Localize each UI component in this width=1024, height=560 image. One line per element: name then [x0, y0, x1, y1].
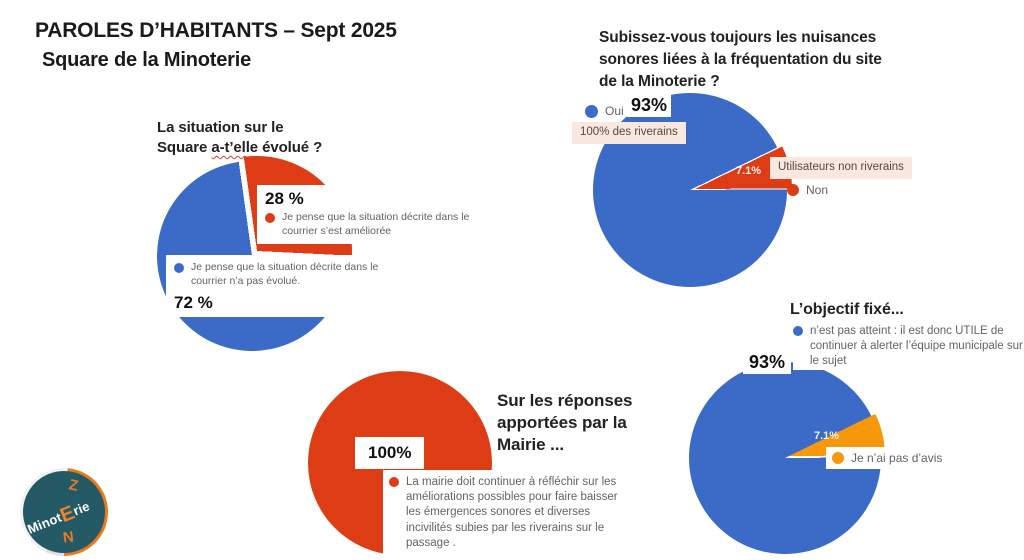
evolution-label-improved: 28 % Je pense que la situation décrite d…	[257, 185, 483, 244]
nuisances-oui-annotation: 100% des riverains	[572, 122, 686, 144]
not-reached-legend-text: n’est pas atteint : il est donc UTILE de…	[810, 325, 1023, 368]
slide-title-line2: Square de la Minoterie	[42, 49, 251, 71]
nuisances-non-annotation: Utilisateurs non riverains	[770, 157, 912, 179]
evolution-title-line1: La situation sur le	[157, 119, 284, 136]
logo-letter-n: N	[61, 528, 75, 547]
slide-title-line1: PAROLES D’HABITANTS – Sept 2025	[35, 19, 397, 42]
logo-letter-z: Z	[67, 476, 80, 495]
non-legend-dot-icon	[787, 184, 799, 196]
no-change-percent: 72 %	[174, 292, 213, 312]
evolution-chart-title: La situation sur le Square a-t’elle évol…	[157, 118, 377, 158]
objectif-chart-title: L’objectif fixé...	[790, 301, 904, 318]
no-opinion-legend-dot-icon	[832, 452, 844, 464]
spellcheck-underline: a-t’elle	[211, 139, 259, 156]
no-change-legend-text: Je pense que la situation décrite dans l…	[191, 261, 379, 287]
improved-percent: 28 %	[265, 189, 304, 208]
nuisances-chart-title: Subissez-vous toujours les nuisances son…	[599, 29, 882, 90]
mairie-chart-title: Sur les réponses apportées par la Mairie…	[497, 390, 662, 456]
objectif-not-reached-percent: 93%	[743, 351, 792, 374]
improved-legend-dot-icon	[265, 213, 275, 223]
logo-wordmark: MinotErie	[25, 498, 92, 537]
evolution-label-no-change: Je pense que la situation décrite dans l…	[166, 255, 406, 317]
objectif-not-reached-legend: n’est pas atteint : il est donc UTILE de…	[793, 324, 1024, 370]
nuisances-non-legend: Non	[787, 183, 828, 197]
not-reached-legend-dot-icon	[793, 326, 803, 336]
mairie-percent: 100%	[368, 443, 412, 462]
no-opinion-legend-label: Je n’ai pas d’avis	[851, 451, 943, 465]
evolution-title-line2: Square a-t’elle évolué ?	[157, 139, 323, 156]
mairie-percent-box: 100%	[355, 437, 425, 469]
minoterie-zen-logo: Z MinotErie N	[20, 468, 108, 556]
nuisances-oui-percent: 93%	[627, 94, 672, 117]
nuisances-oui-legend: Oui	[585, 104, 624, 118]
objectif-no-opinion-legend: Je n’ai pas d’avis	[826, 447, 949, 469]
nuisances-non-percent: 7.1%	[736, 165, 762, 177]
improved-legend-text: Je pense que la situation décrite dans l…	[282, 211, 470, 237]
logo-badge: Z MinotErie N	[23, 471, 105, 553]
mairie-legend-dot-icon	[389, 477, 399, 487]
no-change-legend-dot-icon	[174, 263, 184, 273]
non-legend-label: Non	[806, 183, 829, 197]
mairie-legend-text: La mairie doit continuer à réfléchir sur…	[406, 476, 618, 549]
slide-title: PAROLES D’HABITANTS – Sept 2025 Square d…	[35, 16, 397, 74]
oui-legend-dot-icon	[585, 104, 598, 118]
mairie-legend-box: La mairie doit continuer à réfléchir sur…	[383, 470, 651, 556]
oui-legend-label: Oui	[605, 104, 624, 118]
objectif-no-opinion-percent: 7.1%	[814, 430, 840, 442]
